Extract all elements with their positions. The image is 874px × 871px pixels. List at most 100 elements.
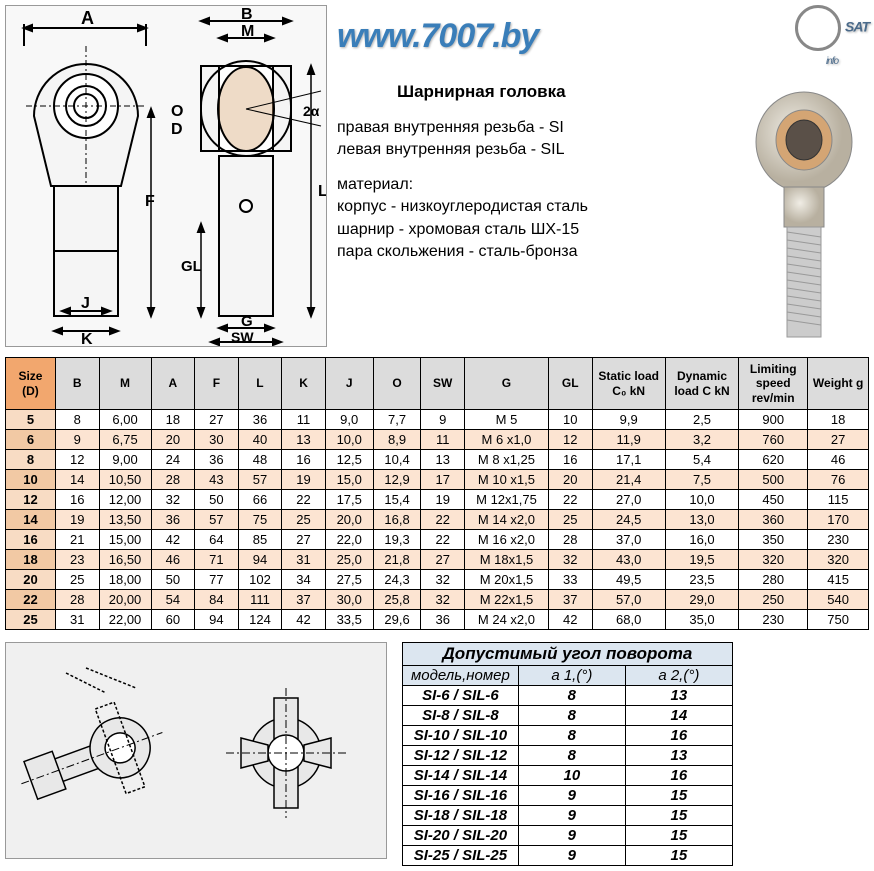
angle-a1-cell: 8 (518, 686, 625, 706)
table-cell: 68,0 (592, 610, 665, 630)
table-cell: 11 (282, 410, 326, 430)
table-cell: 500 (739, 470, 808, 490)
bearing-icon (795, 5, 841, 51)
dimension-diagram: A J K (5, 5, 327, 347)
angle-row: SI-8 / SIL-8814 (403, 706, 733, 726)
table-cell: 17,1 (592, 450, 665, 470)
table-cell: 48 (238, 450, 282, 470)
table-cell: 16 (6, 530, 56, 550)
table-cell: 5 (6, 410, 56, 430)
table-cell: 16 (282, 450, 326, 470)
table-cell: 450 (739, 490, 808, 510)
label-M: M (241, 23, 254, 40)
angle-a2-cell: 14 (625, 706, 732, 726)
table-cell: 32 (151, 490, 195, 510)
table-cell: 6 (6, 430, 56, 450)
table-cell: M 12x1,75 (465, 490, 549, 510)
table-header: O (373, 358, 421, 410)
table-cell: 22,00 (99, 610, 151, 630)
table-cell: 57 (238, 470, 282, 490)
angle-a1-cell: 10 (518, 766, 625, 786)
table-cell: 350 (739, 530, 808, 550)
table-cell: 13 (421, 450, 465, 470)
angle-hdr-a1: a 1,(°) (518, 666, 625, 686)
table-header: Weight g (808, 358, 869, 410)
table-cell: 31 (55, 610, 99, 630)
table-cell: 46 (808, 450, 869, 470)
table-cell: 54 (151, 590, 195, 610)
table-cell: 20,0 (325, 510, 373, 530)
table-cell: 10,0 (325, 430, 373, 450)
table-cell: 50 (195, 490, 239, 510)
angle-hdr-model: модель,номер (403, 666, 519, 686)
table-cell: 415 (808, 570, 869, 590)
table-cell: 57,0 (592, 590, 665, 610)
table-cell: 12,5 (325, 450, 373, 470)
table-cell: 620 (739, 450, 808, 470)
table-cell: 31 (282, 550, 326, 570)
table-cell: 14 (6, 510, 56, 530)
table-cell: 17 (421, 470, 465, 490)
angle-a1-cell: 9 (518, 846, 625, 866)
logo: SATinfo (795, 5, 869, 67)
table-cell: 11 (421, 430, 465, 450)
table-cell: 36 (151, 510, 195, 530)
label-G: G (241, 313, 253, 330)
table-cell: 15,00 (99, 530, 151, 550)
table-cell: 34 (282, 570, 326, 590)
label-A: A (81, 8, 94, 28)
table-cell: 10,0 (665, 490, 738, 510)
angle-row: SI-25 / SIL-25915 (403, 846, 733, 866)
angle-a2-cell: 15 (625, 826, 732, 846)
table-cell: 16,50 (99, 550, 151, 570)
table-row: 8129,002436481612,510,413M 8 x1,251617,1… (6, 450, 869, 470)
table-cell: 12 (6, 490, 56, 510)
table-cell: 37 (282, 590, 326, 610)
table-cell: M 14 x2,0 (465, 510, 549, 530)
table-cell: 25 (6, 610, 56, 630)
table-header: Size (D) (6, 358, 56, 410)
angle-row: SI-12 / SIL-12813 (403, 746, 733, 766)
table-cell: 33 (548, 570, 592, 590)
table-cell: 24,5 (592, 510, 665, 530)
table-row: 696,752030401310,08,911M 6 x1,01211,93,2… (6, 430, 869, 450)
angle-model-cell: SI-14 / SIL-14 (403, 766, 519, 786)
angle-row: SI-14 / SIL-141016 (403, 766, 733, 786)
table-cell: 17,5 (325, 490, 373, 510)
table-cell: 540 (808, 590, 869, 610)
table-cell: 22 (421, 530, 465, 550)
table-cell: 16,8 (373, 510, 421, 530)
table-cell: 27,5 (325, 570, 373, 590)
table-cell: 32 (421, 570, 465, 590)
angle-table-title: Допустимый угол поворота (403, 643, 733, 666)
label-K: K (81, 331, 93, 346)
url-header: www.7007.by SATinfo (337, 5, 869, 67)
table-cell: 42 (282, 610, 326, 630)
table-cell: 360 (739, 510, 808, 530)
angle-row: SI-16 / SIL-16915 (403, 786, 733, 806)
table-cell: 900 (739, 410, 808, 430)
table-cell: 84 (195, 590, 239, 610)
table-cell: 22 (282, 490, 326, 510)
angle-diagram (5, 642, 387, 859)
label-L: L (318, 183, 326, 200)
table-cell: 19 (421, 490, 465, 510)
table-header: B (55, 358, 99, 410)
table-row: 222820,0054841113730,025,832M 22x1,53757… (6, 590, 869, 610)
table-cell: 46 (151, 550, 195, 570)
angle-model-cell: SI-25 / SIL-25 (403, 846, 519, 866)
angle-model-cell: SI-8 / SIL-8 (403, 706, 519, 726)
table-cell: 15,0 (325, 470, 373, 490)
table-cell: 37,0 (592, 530, 665, 550)
table-cell: 230 (739, 610, 808, 630)
table-header: M (99, 358, 151, 410)
table-cell: 2,5 (665, 410, 738, 430)
bottom-section: Допустимый угол поворота модель,номер a … (5, 642, 869, 866)
table-header: Static load C₀ kN (592, 358, 665, 410)
table-cell: 19,5 (665, 550, 738, 570)
table-cell: 36 (421, 610, 465, 630)
table-cell: 5,4 (665, 450, 738, 470)
table-cell: 18 (151, 410, 195, 430)
angle-a1-cell: 8 (518, 706, 625, 726)
table-cell: 13,0 (665, 510, 738, 530)
